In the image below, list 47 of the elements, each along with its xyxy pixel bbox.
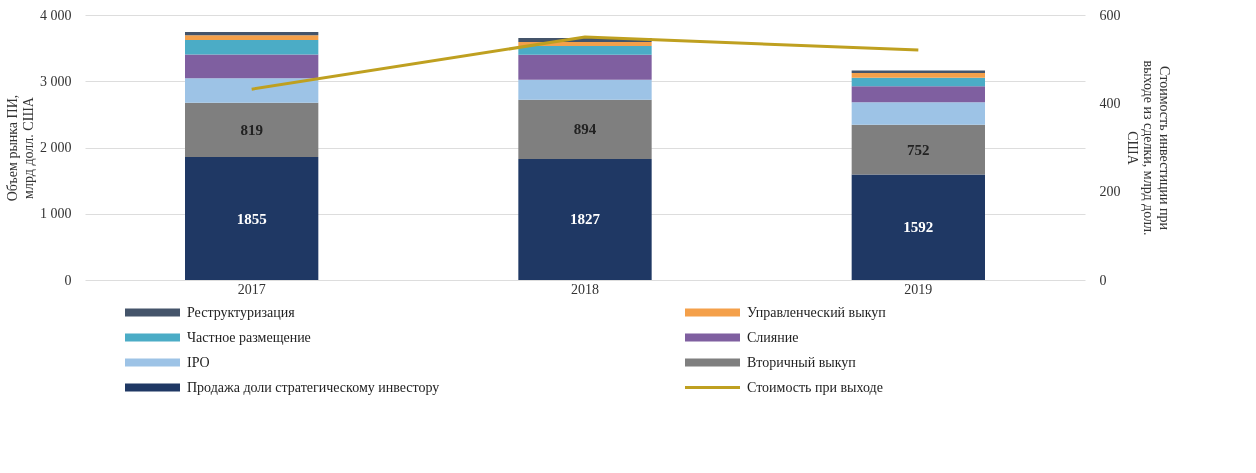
data-label: 894 [573,121,597,138]
legend-label: Слияние [747,329,799,345]
y-tick-label: 3 000 [40,73,72,89]
data-label: 1827 [570,211,601,228]
bar [518,158,652,280]
y-axis-title: Объем рынка ПИ, млрд долл. США [5,94,36,202]
y2-tick-label: 400 [1099,95,1121,111]
legend-label: Реструктуризация [187,304,296,320]
bar [185,35,319,40]
bar [851,124,985,175]
bar [518,99,652,159]
x-tick-label: 2019 [904,281,933,297]
bar [851,102,985,125]
legend-label: Управленческий выкуп [747,304,887,320]
bar [851,77,985,87]
bar [851,73,985,78]
legend-label: Продажа доли стратегическому инвестору [187,379,440,395]
bar [185,31,319,36]
data-label: 1592 [903,219,934,236]
data-label: 752 [907,141,930,158]
bar [518,79,652,100]
y2-tick-label: 600 [1099,7,1121,23]
legend-label: Частное размещение [187,329,311,345]
y-tick-label: 2 000 [40,140,72,155]
bar [518,46,652,55]
legend-label: Стоимость при выходе [747,379,883,395]
x-tick-label: 2018 [571,281,599,297]
bar [185,54,319,79]
y-tick-label: 0 [64,272,72,288]
legend-label: IPO [187,354,210,370]
bar [518,54,652,80]
legend-label: Вторичный выкуп [747,354,857,370]
y-tick-label: 4 000 [40,7,72,23]
y2-tick-label: 0 [1099,272,1107,288]
bar [185,102,319,158]
bar [851,174,985,280]
y-tick-label: 1 000 [40,206,72,222]
data-label: 1855 [236,210,267,227]
y2-axis-title: Стоимость инвестиции при выходе из сделки, млрд долл. США [1124,60,1172,236]
bar [851,70,985,74]
bar [185,39,319,55]
y2-tick-label: 200 [1099,184,1121,200]
bar [185,157,319,280]
bar [851,86,985,103]
data-label: 819 [240,121,263,138]
x-tick-label: 2017 [237,281,266,297]
bar [185,78,319,103]
